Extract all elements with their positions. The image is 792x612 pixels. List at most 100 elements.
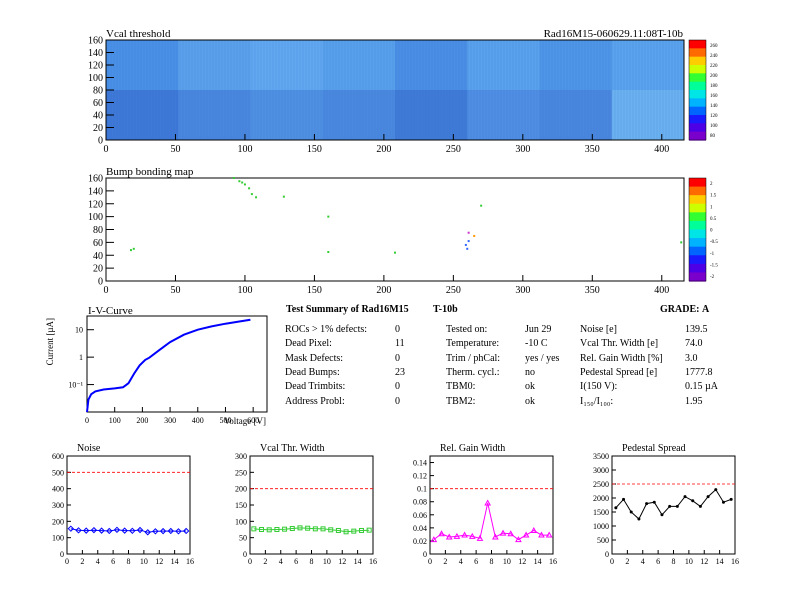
y-tick-label: 500 [597,536,609,545]
palette-cell [689,85,706,89]
palette-cell [689,178,706,181]
bump-defect [473,234,476,237]
bump-defect [394,251,396,254]
palette-cell [689,246,706,250]
chart-3: Pedestal Spread 0 2 4 6 8 10 12 14 16 0 500 1000 1500… [593,443,739,566]
palette-label: 160 [710,94,718,99]
chart-title: Pedestal Spread [622,443,686,454]
summary-label: I(150 V): [580,381,618,393]
palette-cell [689,244,706,248]
roc-block [467,90,540,140]
palette-cell [689,100,706,104]
x-tick-label: 10 [685,557,693,566]
data-point [152,528,159,535]
summary-label: Address Probl: [285,395,345,407]
x-tick-label: 4 [96,557,100,566]
palette-cell [689,87,706,91]
iv-x-tick-label: 100 [109,416,121,425]
data-point [507,530,515,537]
y-tick-label: 2500 [593,480,609,489]
data-point [468,532,476,539]
x-tick-label: 16 [549,557,557,566]
palette-cell [689,135,706,139]
palette-cell [689,203,706,207]
x-tick-label: 400 [654,285,669,296]
y-tick-label: 250 [235,468,247,477]
vcal-map-title: Vcal threshold [106,28,171,40]
y-tick-label: 80 [93,86,103,97]
data-point [266,527,272,533]
palette-cell [689,119,706,122]
data-point [358,527,364,533]
palette-cell [689,255,706,258]
x-tick-label: 250 [446,144,461,155]
summary-value: 11 [395,338,405,350]
data-point [75,527,82,534]
palette-cell [689,278,706,282]
summary-value: 23 [395,366,405,378]
y-tick-label: 2000 [593,494,609,503]
palette-cell [689,261,706,265]
roc-block [467,40,540,90]
palette-cell [689,223,706,226]
x-tick-label: 8 [672,557,676,566]
palette-cell [689,242,706,246]
data-point [335,527,341,533]
data-point [175,528,182,535]
x-tick-label: 200 [376,285,391,296]
palette-frame [688,39,707,141]
summary-label: TBM0: [446,381,476,393]
data-point [312,526,318,532]
palette-cell [689,77,706,81]
iv-x-tick-label: 400 [192,416,204,425]
bump-defect [238,180,241,183]
data-point [683,495,687,499]
x-tick-label: 0 [65,557,69,566]
x-tick-label: 8 [310,557,314,566]
roc-block [250,90,324,140]
data-point [660,513,664,517]
palette-cell [689,127,706,131]
series-line [615,488,732,520]
summary-label: Mask Defects: [285,352,344,364]
summary-title: Test Summary of Rad16M15 [286,304,409,315]
bump-defect [480,204,483,207]
data-point [629,510,633,514]
bump-defect [248,187,251,190]
y-tick-label: 0.02 [413,537,427,546]
summary-label: Dead Bumps: [285,366,340,378]
palette-cell [689,205,706,209]
palette-cell [689,81,706,85]
data-point [328,527,334,533]
palette-cell [689,62,706,66]
roc-block [539,40,613,90]
data-point [614,506,618,510]
palette-label: 240 [710,54,718,59]
data-point [366,527,372,533]
y-tick-label: 0 [98,136,103,147]
summary-label: ROCs > 1% defects: [285,324,368,335]
summary-label: Trim / phCal: [446,352,501,364]
x-tick-label: 200 [376,144,391,155]
palette-frame [688,177,707,282]
iv-x-tick-label: 500 [219,416,231,425]
x-tick-label: 8 [490,557,494,566]
palette-cell [689,248,706,252]
roc-block [106,90,179,140]
x-tick-label: 0 [104,144,109,155]
palette-cell [689,225,706,228]
data-point [622,497,626,501]
y-tick-label: 50 [239,534,247,543]
y-tick-label: 140 [88,186,103,197]
x-tick-label: 400 [654,144,669,155]
data-point [83,527,90,534]
data-point [729,497,733,501]
palette-cell [689,188,706,192]
roc-block [250,40,324,90]
chart-2: Rel. Gain Width 0 2 4 6 8 10 12 14 16 0 0.02 0.04 0.0… [413,443,557,566]
palette-label: 200 [710,74,718,79]
data-point [545,531,553,538]
bump-defect [466,247,469,250]
palette-label: -0.5 [710,240,718,245]
